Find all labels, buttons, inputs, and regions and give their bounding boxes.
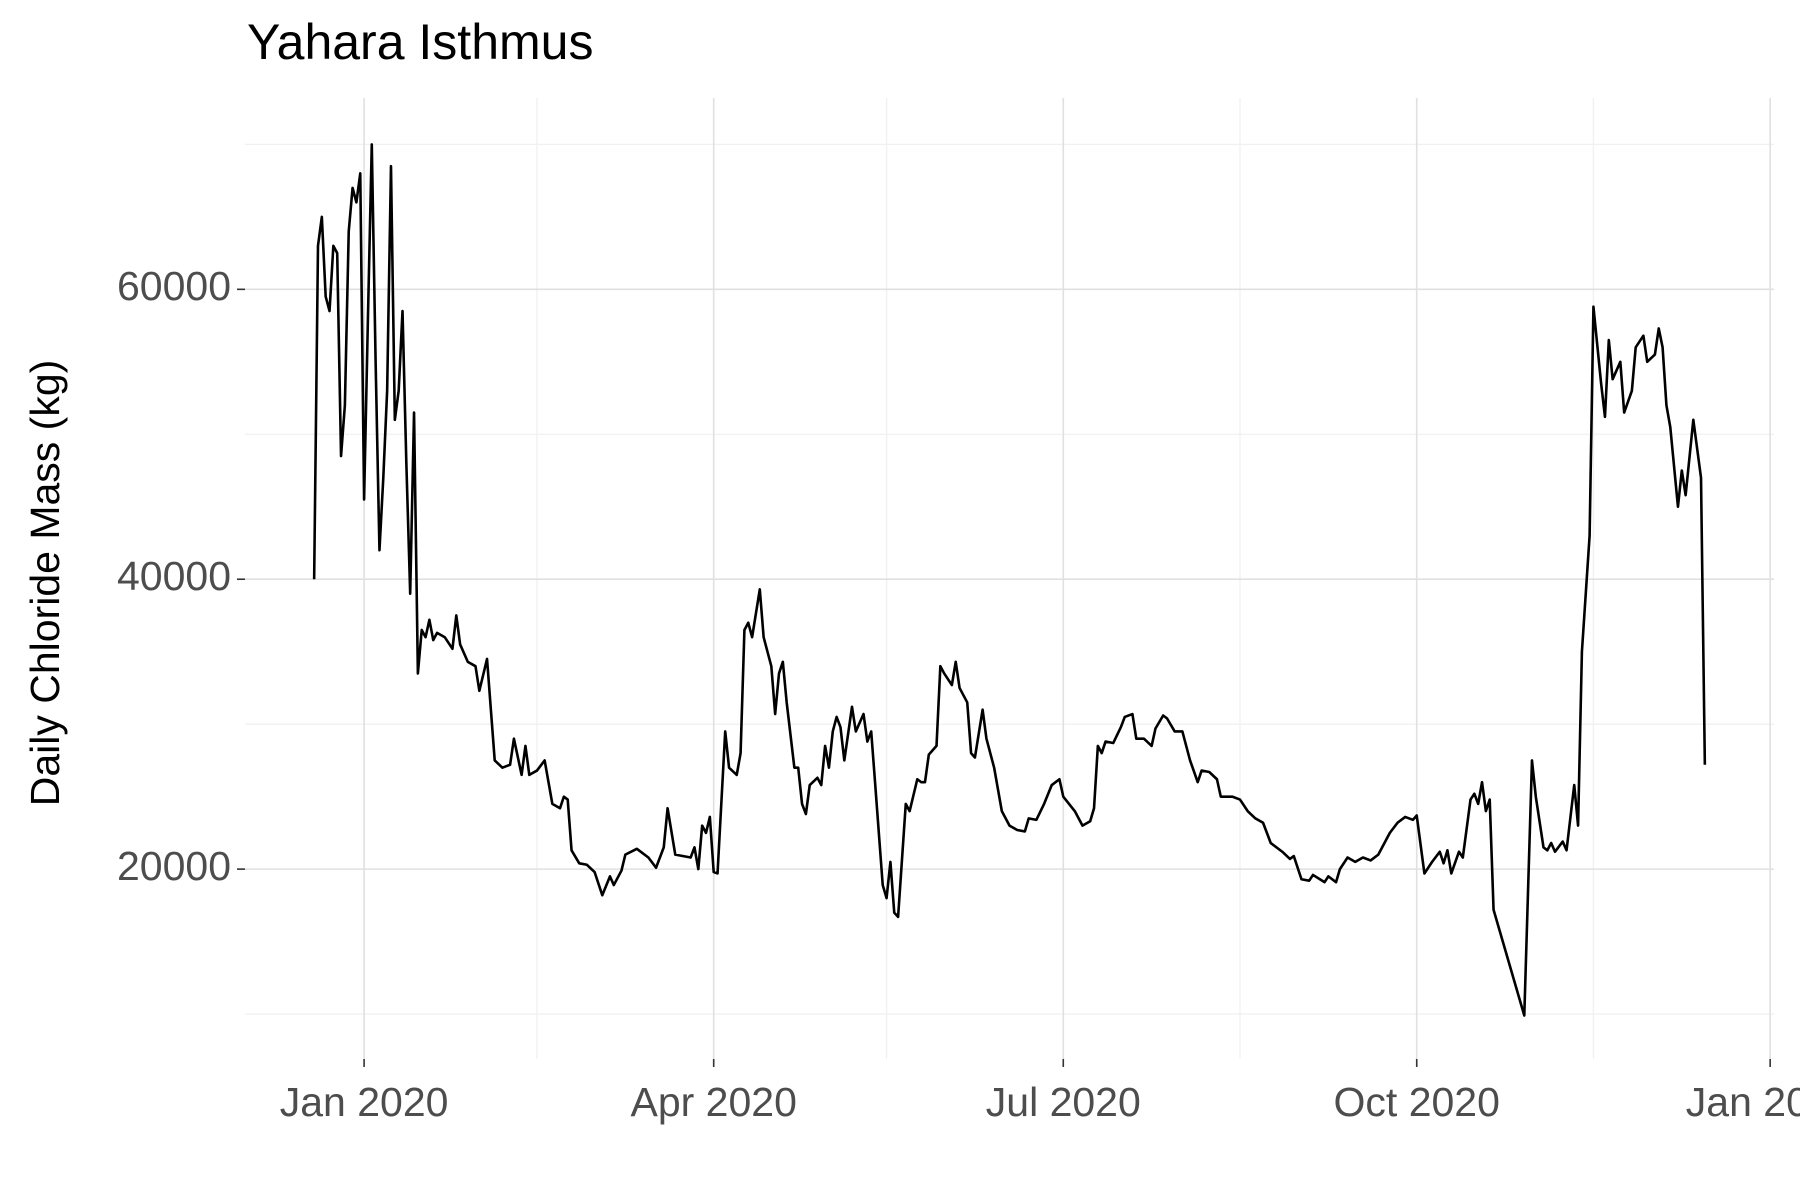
x-tick-label: Oct 2020: [1334, 1079, 1500, 1125]
y-tick-label: 40000: [117, 553, 231, 599]
y-axis-title: Daily Chloride Mass (kg): [22, 360, 68, 807]
x-tick-label: Jan 2020: [280, 1079, 449, 1125]
chart-title: Yahara Isthmus: [247, 14, 593, 70]
data-line: [312, 143, 1707, 1017]
x-tick-label: Jan 2021: [1686, 1079, 1800, 1125]
marks: [312, 143, 1707, 1017]
grid: [245, 98, 1774, 1059]
y-tick-label: 60000: [117, 263, 231, 309]
x-tick-label: Apr 2020: [630, 1079, 796, 1125]
axes: 20000 40000 60000 Jan 2020 Apr 2020 Jul 2020 O…: [117, 263, 1800, 1125]
y-tick-label: 20000: [117, 843, 231, 889]
x-tick-label: Jul 2020: [986, 1079, 1141, 1125]
